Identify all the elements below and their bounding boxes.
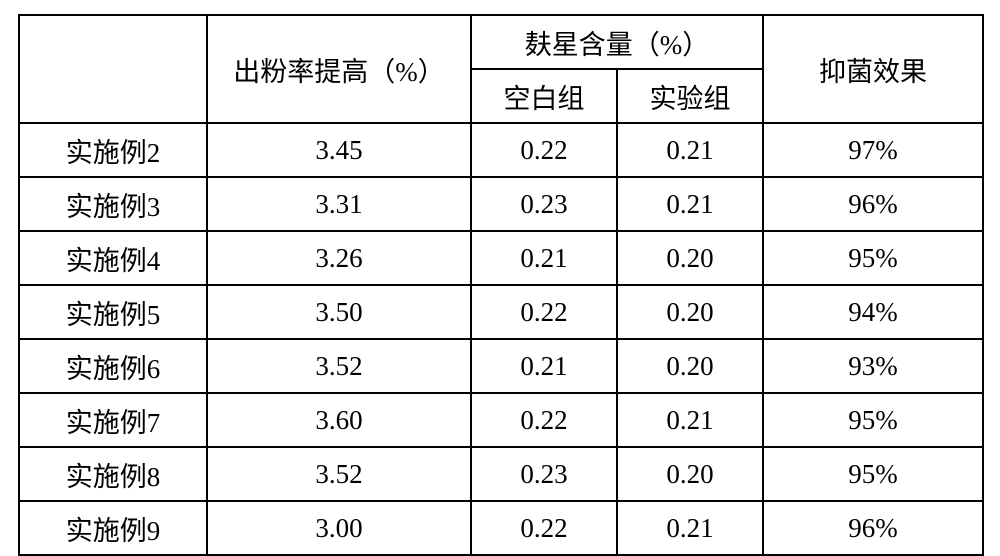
cell-blank: 0.23 xyxy=(471,177,617,231)
table-row: 实施例3 3.31 0.23 0.21 96% xyxy=(19,177,983,231)
table-row: 实施例5 3.50 0.22 0.20 94% xyxy=(19,285,983,339)
table-header: 出粉率提高（%） 麸星含量（%） 抑菌效果 空白组 实验组 xyxy=(19,15,983,123)
cell-effect: 94% xyxy=(763,285,983,339)
cell-label: 实施例4 xyxy=(19,231,207,285)
cell-exp: 0.20 xyxy=(617,231,763,285)
cell-label: 实施例7 xyxy=(19,393,207,447)
cell-effect: 93% xyxy=(763,339,983,393)
table-row: 实施例7 3.60 0.22 0.21 95% xyxy=(19,393,983,447)
cell-label: 实施例5 xyxy=(19,285,207,339)
cell-label: 实施例6 xyxy=(19,339,207,393)
cell-exp: 0.21 xyxy=(617,393,763,447)
cell-effect: 96% xyxy=(763,177,983,231)
header-bran-content: 麸星含量（%） xyxy=(471,15,763,69)
cell-yield: 3.45 xyxy=(207,123,471,177)
cell-effect: 96% xyxy=(763,501,983,555)
cell-exp: 0.21 xyxy=(617,177,763,231)
table-body: 实施例2 3.45 0.22 0.21 97% 实施例3 3.31 0.23 0… xyxy=(19,123,983,555)
cell-exp: 0.20 xyxy=(617,339,763,393)
cell-blank: 0.23 xyxy=(471,447,617,501)
table-row: 实施例9 3.00 0.22 0.21 96% xyxy=(19,501,983,555)
page-container: 出粉率提高（%） 麸星含量（%） 抑菌效果 空白组 实验组 实施例2 3.45 … xyxy=(0,0,1000,555)
header-yield: 出粉率提高（%） xyxy=(207,15,471,123)
cell-label: 实施例3 xyxy=(19,177,207,231)
header-row-1: 出粉率提高（%） 麸星含量（%） 抑菌效果 xyxy=(19,15,983,69)
header-blank-corner xyxy=(19,15,207,123)
cell-yield: 3.50 xyxy=(207,285,471,339)
cell-blank: 0.21 xyxy=(471,339,617,393)
cell-blank: 0.22 xyxy=(471,285,617,339)
cell-blank: 0.22 xyxy=(471,123,617,177)
cell-yield: 3.26 xyxy=(207,231,471,285)
header-exp-group: 实验组 xyxy=(617,69,763,123)
cell-yield: 3.60 xyxy=(207,393,471,447)
cell-yield: 3.52 xyxy=(207,339,471,393)
cell-label: 实施例8 xyxy=(19,447,207,501)
cell-label: 实施例2 xyxy=(19,123,207,177)
cell-effect: 95% xyxy=(763,393,983,447)
cell-yield: 3.31 xyxy=(207,177,471,231)
cell-exp: 0.20 xyxy=(617,285,763,339)
cell-blank: 0.22 xyxy=(471,501,617,555)
table-row: 实施例8 3.52 0.23 0.20 95% xyxy=(19,447,983,501)
table-row: 实施例6 3.52 0.21 0.20 93% xyxy=(19,339,983,393)
table-row: 实施例2 3.45 0.22 0.21 97% xyxy=(19,123,983,177)
cell-yield: 3.52 xyxy=(207,447,471,501)
cell-label: 实施例9 xyxy=(19,501,207,555)
cell-effect: 97% xyxy=(763,123,983,177)
header-antibacterial: 抑菌效果 xyxy=(763,15,983,123)
cell-effect: 95% xyxy=(763,447,983,501)
header-blank-group: 空白组 xyxy=(471,69,617,123)
cell-exp: 0.21 xyxy=(617,123,763,177)
cell-effect: 95% xyxy=(763,231,983,285)
table-row: 实施例4 3.26 0.21 0.20 95% xyxy=(19,231,983,285)
cell-exp: 0.20 xyxy=(617,447,763,501)
cell-exp: 0.21 xyxy=(617,501,763,555)
cell-yield: 3.00 xyxy=(207,501,471,555)
cell-blank: 0.21 xyxy=(471,231,617,285)
data-table: 出粉率提高（%） 麸星含量（%） 抑菌效果 空白组 实验组 实施例2 3.45 … xyxy=(18,14,984,556)
cell-blank: 0.22 xyxy=(471,393,617,447)
